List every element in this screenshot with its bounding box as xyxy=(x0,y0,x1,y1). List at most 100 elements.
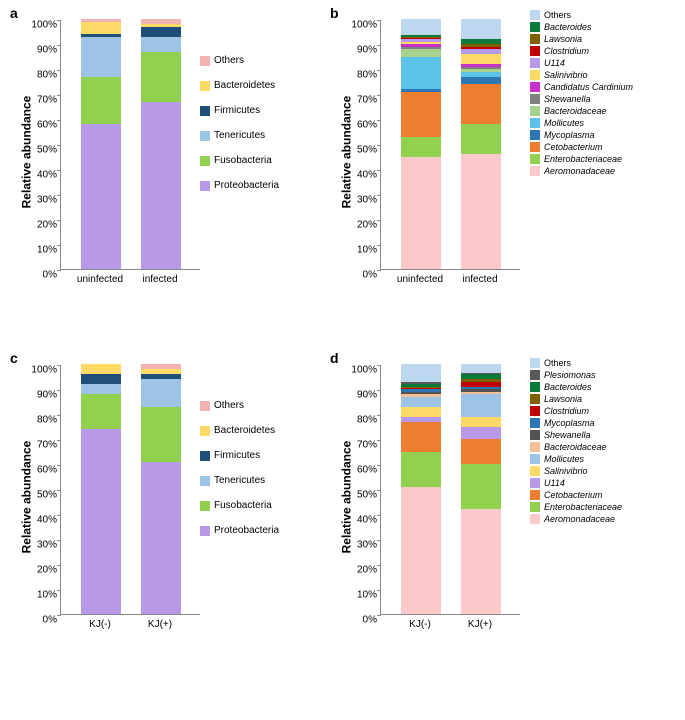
legend-swatch xyxy=(530,442,540,452)
segment-bacteroides xyxy=(461,374,501,379)
legend-item: Mollicutes xyxy=(530,118,633,128)
segment-shewanella xyxy=(461,67,501,70)
segment-aeromonadaceae xyxy=(401,157,441,270)
segment-mollicutes xyxy=(401,57,441,90)
y-tick: 90% xyxy=(345,45,377,56)
legend-d: OthersPlesiomonasBacteroidesLawsoniaClos… xyxy=(530,358,622,526)
legend-label: Enterobacteriaceae xyxy=(544,154,622,164)
tick-mark xyxy=(57,20,61,21)
segment-enterobacteriaceae xyxy=(461,464,501,509)
y-tick: 70% xyxy=(25,440,57,451)
y-tick: 90% xyxy=(25,45,57,56)
bar xyxy=(81,19,121,269)
segment-cetobacterium xyxy=(401,422,441,452)
y-tick: 40% xyxy=(345,515,377,526)
legend-swatch xyxy=(200,501,210,511)
tick-mark xyxy=(57,45,61,46)
legend-swatch xyxy=(200,476,210,486)
tick-mark xyxy=(57,270,61,271)
y-tick: 0% xyxy=(25,615,57,626)
segment-lawsonia xyxy=(461,379,501,382)
segment-fusobacteria xyxy=(141,407,181,462)
tick-mark xyxy=(57,365,61,366)
y-tick: 90% xyxy=(25,390,57,401)
legend-swatch xyxy=(530,358,540,368)
segment-others xyxy=(401,364,441,382)
segment-firmicutes xyxy=(141,27,181,37)
legend-swatch xyxy=(530,10,540,20)
segment-salinivibrio xyxy=(401,407,441,417)
legend-item: Enterobacteriaceae xyxy=(530,502,622,512)
tick-mark xyxy=(57,540,61,541)
segment-enterobacteriaceae xyxy=(461,124,501,154)
segment-aeromonadaceae xyxy=(401,487,441,615)
segment-others xyxy=(141,364,181,369)
segment-bacteroidaceae xyxy=(401,394,441,397)
segment-cetobacterium xyxy=(461,84,501,124)
legend-label: Bacteroidetes xyxy=(214,425,275,436)
y-tick: 100% xyxy=(25,20,57,31)
legend-label: Proteobacteria xyxy=(214,525,279,536)
legend-label: Firmicutes xyxy=(214,450,260,461)
segment-fusobacteria xyxy=(81,394,121,429)
tick-mark xyxy=(57,565,61,566)
x-label: KJ(+) xyxy=(148,619,172,630)
segment-mollicutes xyxy=(461,72,501,77)
legend-swatch xyxy=(200,56,210,66)
segment-others xyxy=(461,364,501,373)
legend-label: Lawsonia xyxy=(544,34,582,44)
legend-item: Bacteroidaceae xyxy=(530,106,633,116)
legend-item: Fusobacteria xyxy=(200,155,279,166)
legend-label: Tenericutes xyxy=(214,475,265,486)
segment-u114 xyxy=(461,427,501,440)
legend-swatch xyxy=(530,106,540,116)
tick-mark xyxy=(57,145,61,146)
legend-swatch xyxy=(530,430,540,440)
legend-item: Bacteroidetes xyxy=(200,425,279,436)
y-tick: 70% xyxy=(25,95,57,106)
tick-mark xyxy=(377,20,381,21)
legend-item: Proteobacteria xyxy=(200,180,279,191)
tick-mark xyxy=(377,365,381,366)
panel-label-a: a xyxy=(10,5,18,21)
legend-item: Fusobacteria xyxy=(200,500,279,511)
segment-u114 xyxy=(401,39,441,42)
legend-label: Shewanella xyxy=(544,430,591,440)
segment-bacteroides xyxy=(461,39,501,44)
y-tick: 80% xyxy=(25,70,57,81)
legend-label: Aeromonadaceae xyxy=(544,514,615,524)
segment-mycoplasma xyxy=(401,389,441,392)
segment-clostridium xyxy=(461,382,501,387)
legend-item: Clostridium xyxy=(530,46,633,56)
bar xyxy=(461,364,501,614)
legend-swatch xyxy=(530,514,540,524)
tick-mark xyxy=(377,615,381,616)
y-tick: 20% xyxy=(25,565,57,576)
panel-label-c: c xyxy=(10,350,18,366)
segment-enterobacteriaceae xyxy=(401,137,441,157)
segment-firmicutes xyxy=(141,374,181,379)
legend-label: U114 xyxy=(544,58,565,68)
legend-item: Shewanella xyxy=(530,430,622,440)
segment-tenericutes xyxy=(81,37,121,77)
legend-item: Salinivibrio xyxy=(530,70,633,80)
segment-proteobacteria xyxy=(141,102,181,270)
segment-clostridium xyxy=(401,38,441,39)
tick-mark xyxy=(377,120,381,121)
y-tick: 50% xyxy=(25,490,57,501)
tick-mark xyxy=(377,440,381,441)
tick-mark xyxy=(57,465,61,466)
legend-label: Bacteroidaceae xyxy=(544,442,607,452)
plot-area xyxy=(380,20,520,270)
tick-mark xyxy=(57,590,61,591)
legend-label: Bacteroides xyxy=(544,382,592,392)
legend-label: Bacteroidaceae xyxy=(544,106,607,116)
legend-swatch xyxy=(200,426,210,436)
legend-swatch xyxy=(530,130,540,140)
x-label: KJ(-) xyxy=(89,619,111,630)
bar xyxy=(401,19,441,269)
legend-label: Fusobacteria xyxy=(214,155,272,166)
legend-item: Enterobacteriaceae xyxy=(530,154,633,164)
y-tick: 10% xyxy=(25,590,57,601)
segment-shewanella xyxy=(461,389,501,392)
